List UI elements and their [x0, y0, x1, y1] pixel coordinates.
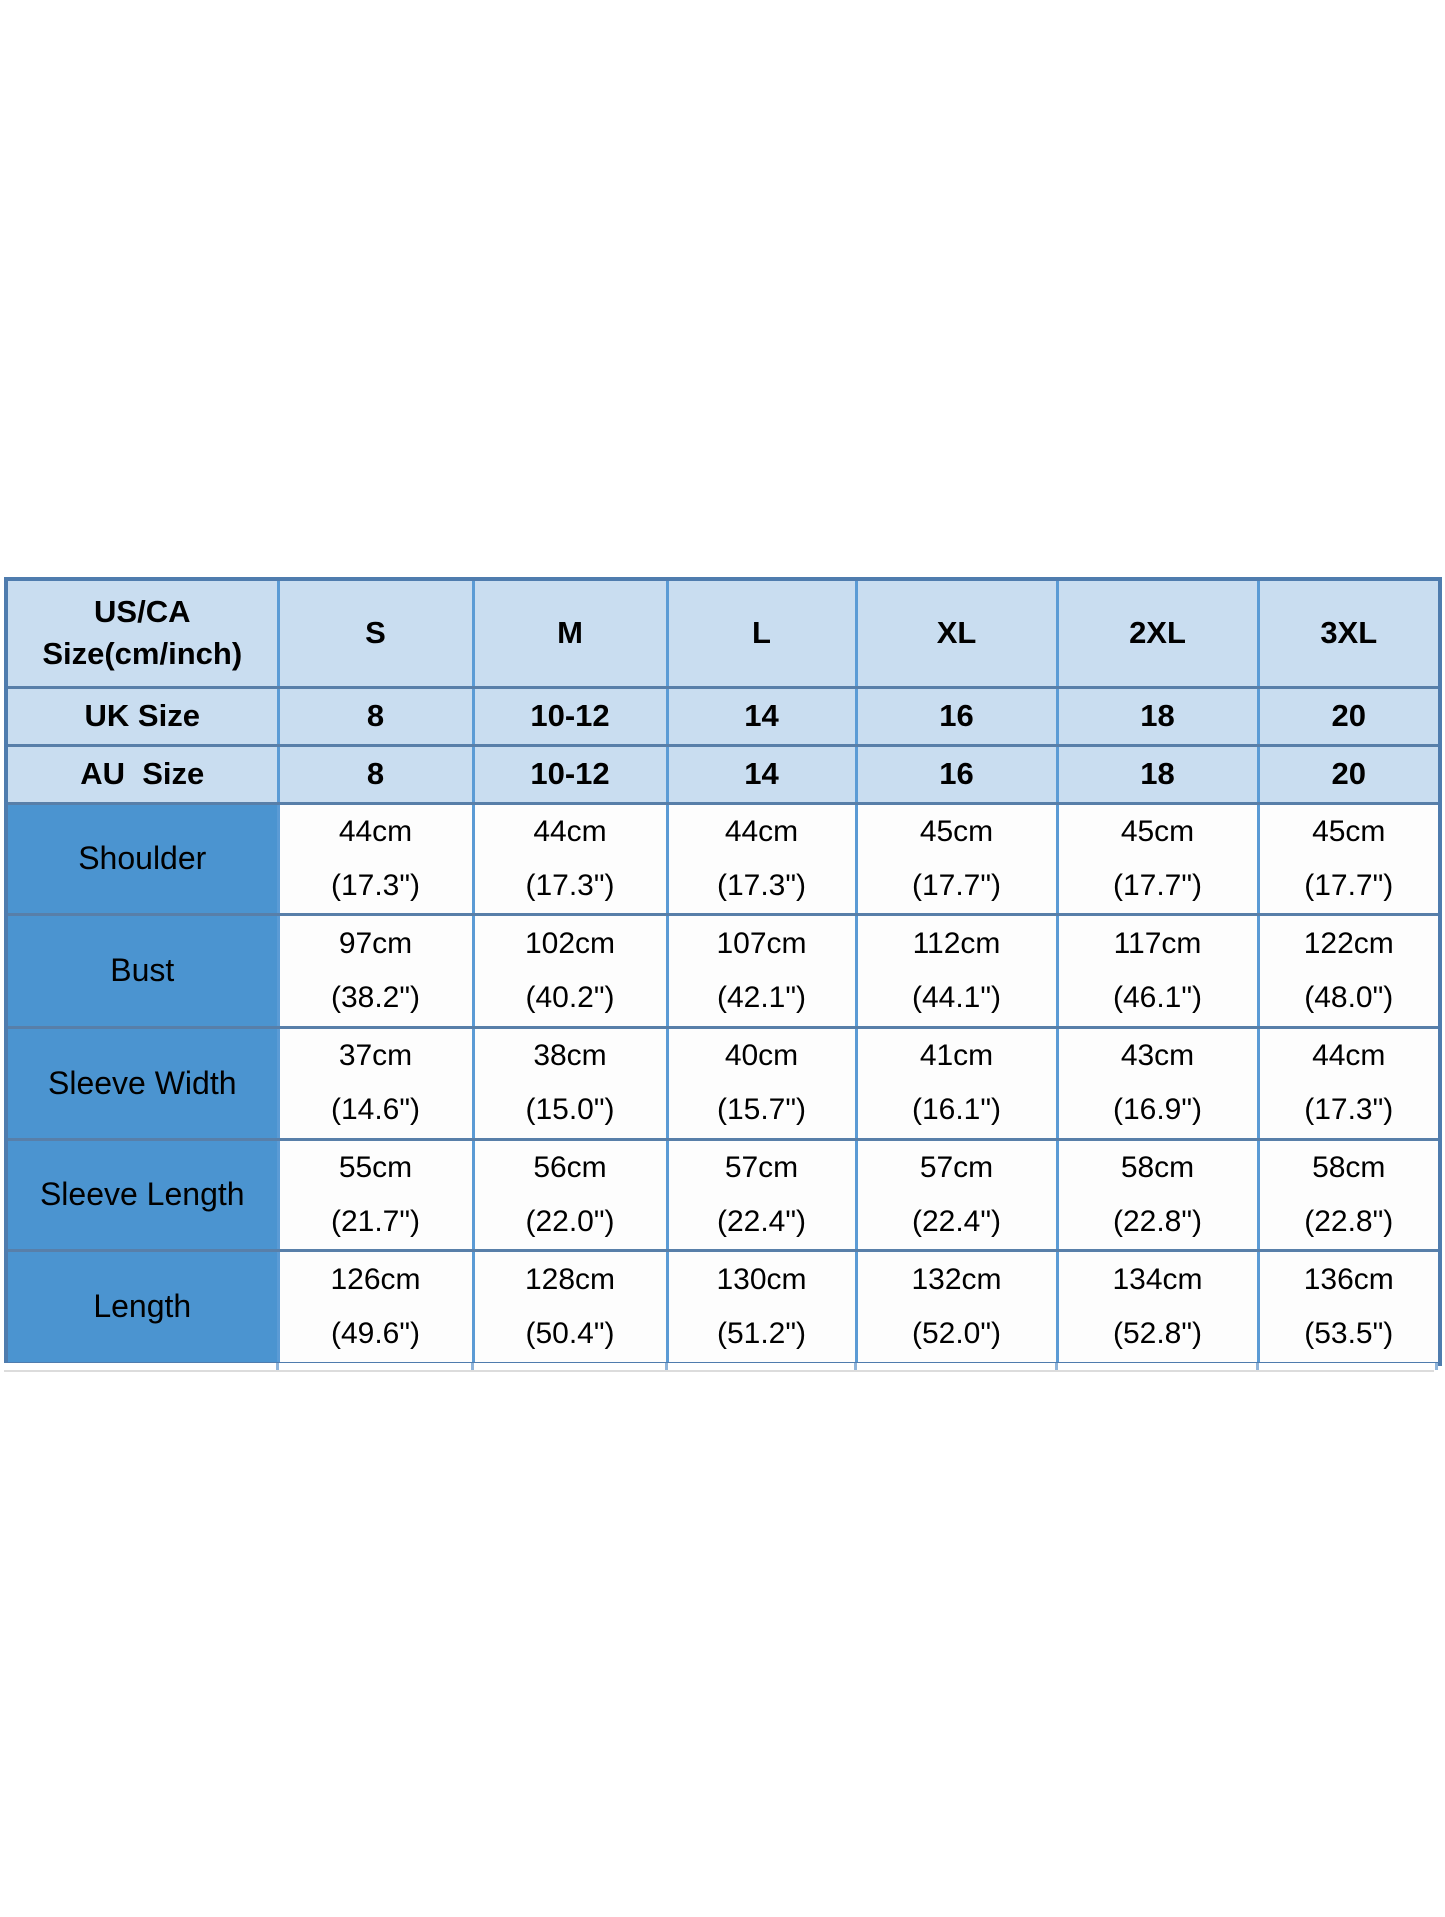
uk-size-label: UK Size — [4, 685, 280, 747]
shoulder-value-l: 44cm (17.3") — [665, 801, 858, 916]
bust-value-xl: 112cm (44.1") — [854, 912, 1059, 1029]
shoulder-value-3xl: 45cm (17.7") — [1256, 801, 1442, 916]
size-chart-table: US/CA Size(cm/inch) S M L XL 2XL 3XL UK … — [4, 577, 1442, 1366]
sleeve-length-value-s: 55cm (21.7") — [276, 1137, 475, 1252]
length-value-2xl: 134cm (52.8") — [1055, 1248, 1260, 1366]
sleeve-length-value-l: 57cm (22.4") — [665, 1137, 858, 1252]
sleeve-length-value-3xl: 58cm (22.8") — [1256, 1137, 1442, 1252]
au-size-value-xl: 16 — [854, 743, 1059, 805]
bust-row: Bust 97cm (38.2") 102cm (40.2") 107cm (4… — [4, 912, 1442, 1029]
bust-label: Bust — [4, 912, 280, 1029]
corner-cell: US/CA Size(cm/inch) — [4, 577, 280, 689]
length-value-s: 126cm (49.6") — [276, 1248, 475, 1366]
shoulder-value-s: 44cm (17.3") — [276, 801, 475, 916]
length-value-l: 130cm (51.2") — [665, 1248, 858, 1366]
col-header-m: M — [471, 577, 669, 689]
au-size-value-l: 14 — [665, 743, 858, 805]
bust-value-l: 107cm (42.1") — [665, 912, 858, 1029]
sleeve-width-label: Sleeve Width — [4, 1025, 280, 1141]
length-value-3xl: 136cm (53.5") — [1256, 1248, 1442, 1366]
shoulder-value-m: 44cm (17.3") — [471, 801, 669, 916]
uk-size-value-m: 10-12 — [471, 685, 669, 747]
length-value-xl: 132cm (52.0") — [854, 1248, 1059, 1366]
shoulder-value-xl: 45cm (17.7") — [854, 801, 1059, 916]
uk-size-value-xl: 16 — [854, 685, 1059, 747]
sleeve-width-value-m: 38cm (15.0") — [471, 1025, 669, 1141]
bottom-hairline — [4, 1370, 1434, 1372]
shoulder-label: Shoulder — [4, 801, 280, 916]
sleeve-width-value-l: 40cm (15.7") — [665, 1025, 858, 1141]
bust-value-s: 97cm (38.2") — [276, 912, 475, 1029]
bust-value-3xl: 122cm (48.0") — [1256, 912, 1442, 1029]
col-header-xl: XL — [854, 577, 1059, 689]
sleeve-length-value-m: 56cm (22.0") — [471, 1137, 669, 1252]
col-header-3xl: 3XL — [1256, 577, 1442, 689]
col-header-s: S — [276, 577, 475, 689]
sleeve-length-value-xl: 57cm (22.4") — [854, 1137, 1059, 1252]
uk-size-value-2xl: 18 — [1055, 685, 1260, 747]
header-row: US/CA Size(cm/inch) S M L XL 2XL 3XL — [4, 577, 1442, 689]
sleeve-width-value-2xl: 43cm (16.9") — [1055, 1025, 1260, 1141]
cut-off-row-artifact — [4, 1363, 1438, 1370]
sleeve-width-row: Sleeve Width 37cm (14.6") 38cm (15.0") 4… — [4, 1025, 1442, 1141]
uk-size-value-3xl: 20 — [1256, 685, 1442, 747]
sleeve-length-label: Sleeve Length — [4, 1137, 280, 1252]
length-label: Length — [4, 1248, 280, 1366]
uk-size-value-l: 14 — [665, 685, 858, 747]
sleeve-length-row: Sleeve Length 55cm (21.7") 56cm (22.0") … — [4, 1137, 1442, 1252]
uk-size-row: UK Size 8 10-12 14 16 18 20 — [4, 685, 1442, 747]
bust-value-2xl: 117cm (46.1") — [1055, 912, 1260, 1029]
au-size-value-3xl: 20 — [1256, 743, 1442, 805]
col-header-2xl: 2XL — [1055, 577, 1260, 689]
bust-value-m: 102cm (40.2") — [471, 912, 669, 1029]
length-value-m: 128cm (50.4") — [471, 1248, 669, 1366]
sleeve-length-value-2xl: 58cm (22.8") — [1055, 1137, 1260, 1252]
col-header-l: L — [665, 577, 858, 689]
au-size-value-2xl: 18 — [1055, 743, 1260, 805]
sleeve-width-value-xl: 41cm (16.1") — [854, 1025, 1059, 1141]
sleeve-width-value-3xl: 44cm (17.3") — [1256, 1025, 1442, 1141]
sleeve-width-value-s: 37cm (14.6") — [276, 1025, 475, 1141]
au-size-row: AU Size 8 10-12 14 16 18 20 — [4, 743, 1442, 805]
length-row: Length 126cm (49.6") 128cm (50.4") 130cm… — [4, 1248, 1442, 1366]
au-size-value-s: 8 — [276, 743, 475, 805]
shoulder-row: Shoulder 44cm (17.3") 44cm (17.3") 44cm … — [4, 801, 1442, 916]
au-size-label: AU Size — [4, 743, 280, 805]
uk-size-value-s: 8 — [276, 685, 475, 747]
au-size-value-m: 10-12 — [471, 743, 669, 805]
shoulder-value-2xl: 45cm (17.7") — [1055, 801, 1260, 916]
